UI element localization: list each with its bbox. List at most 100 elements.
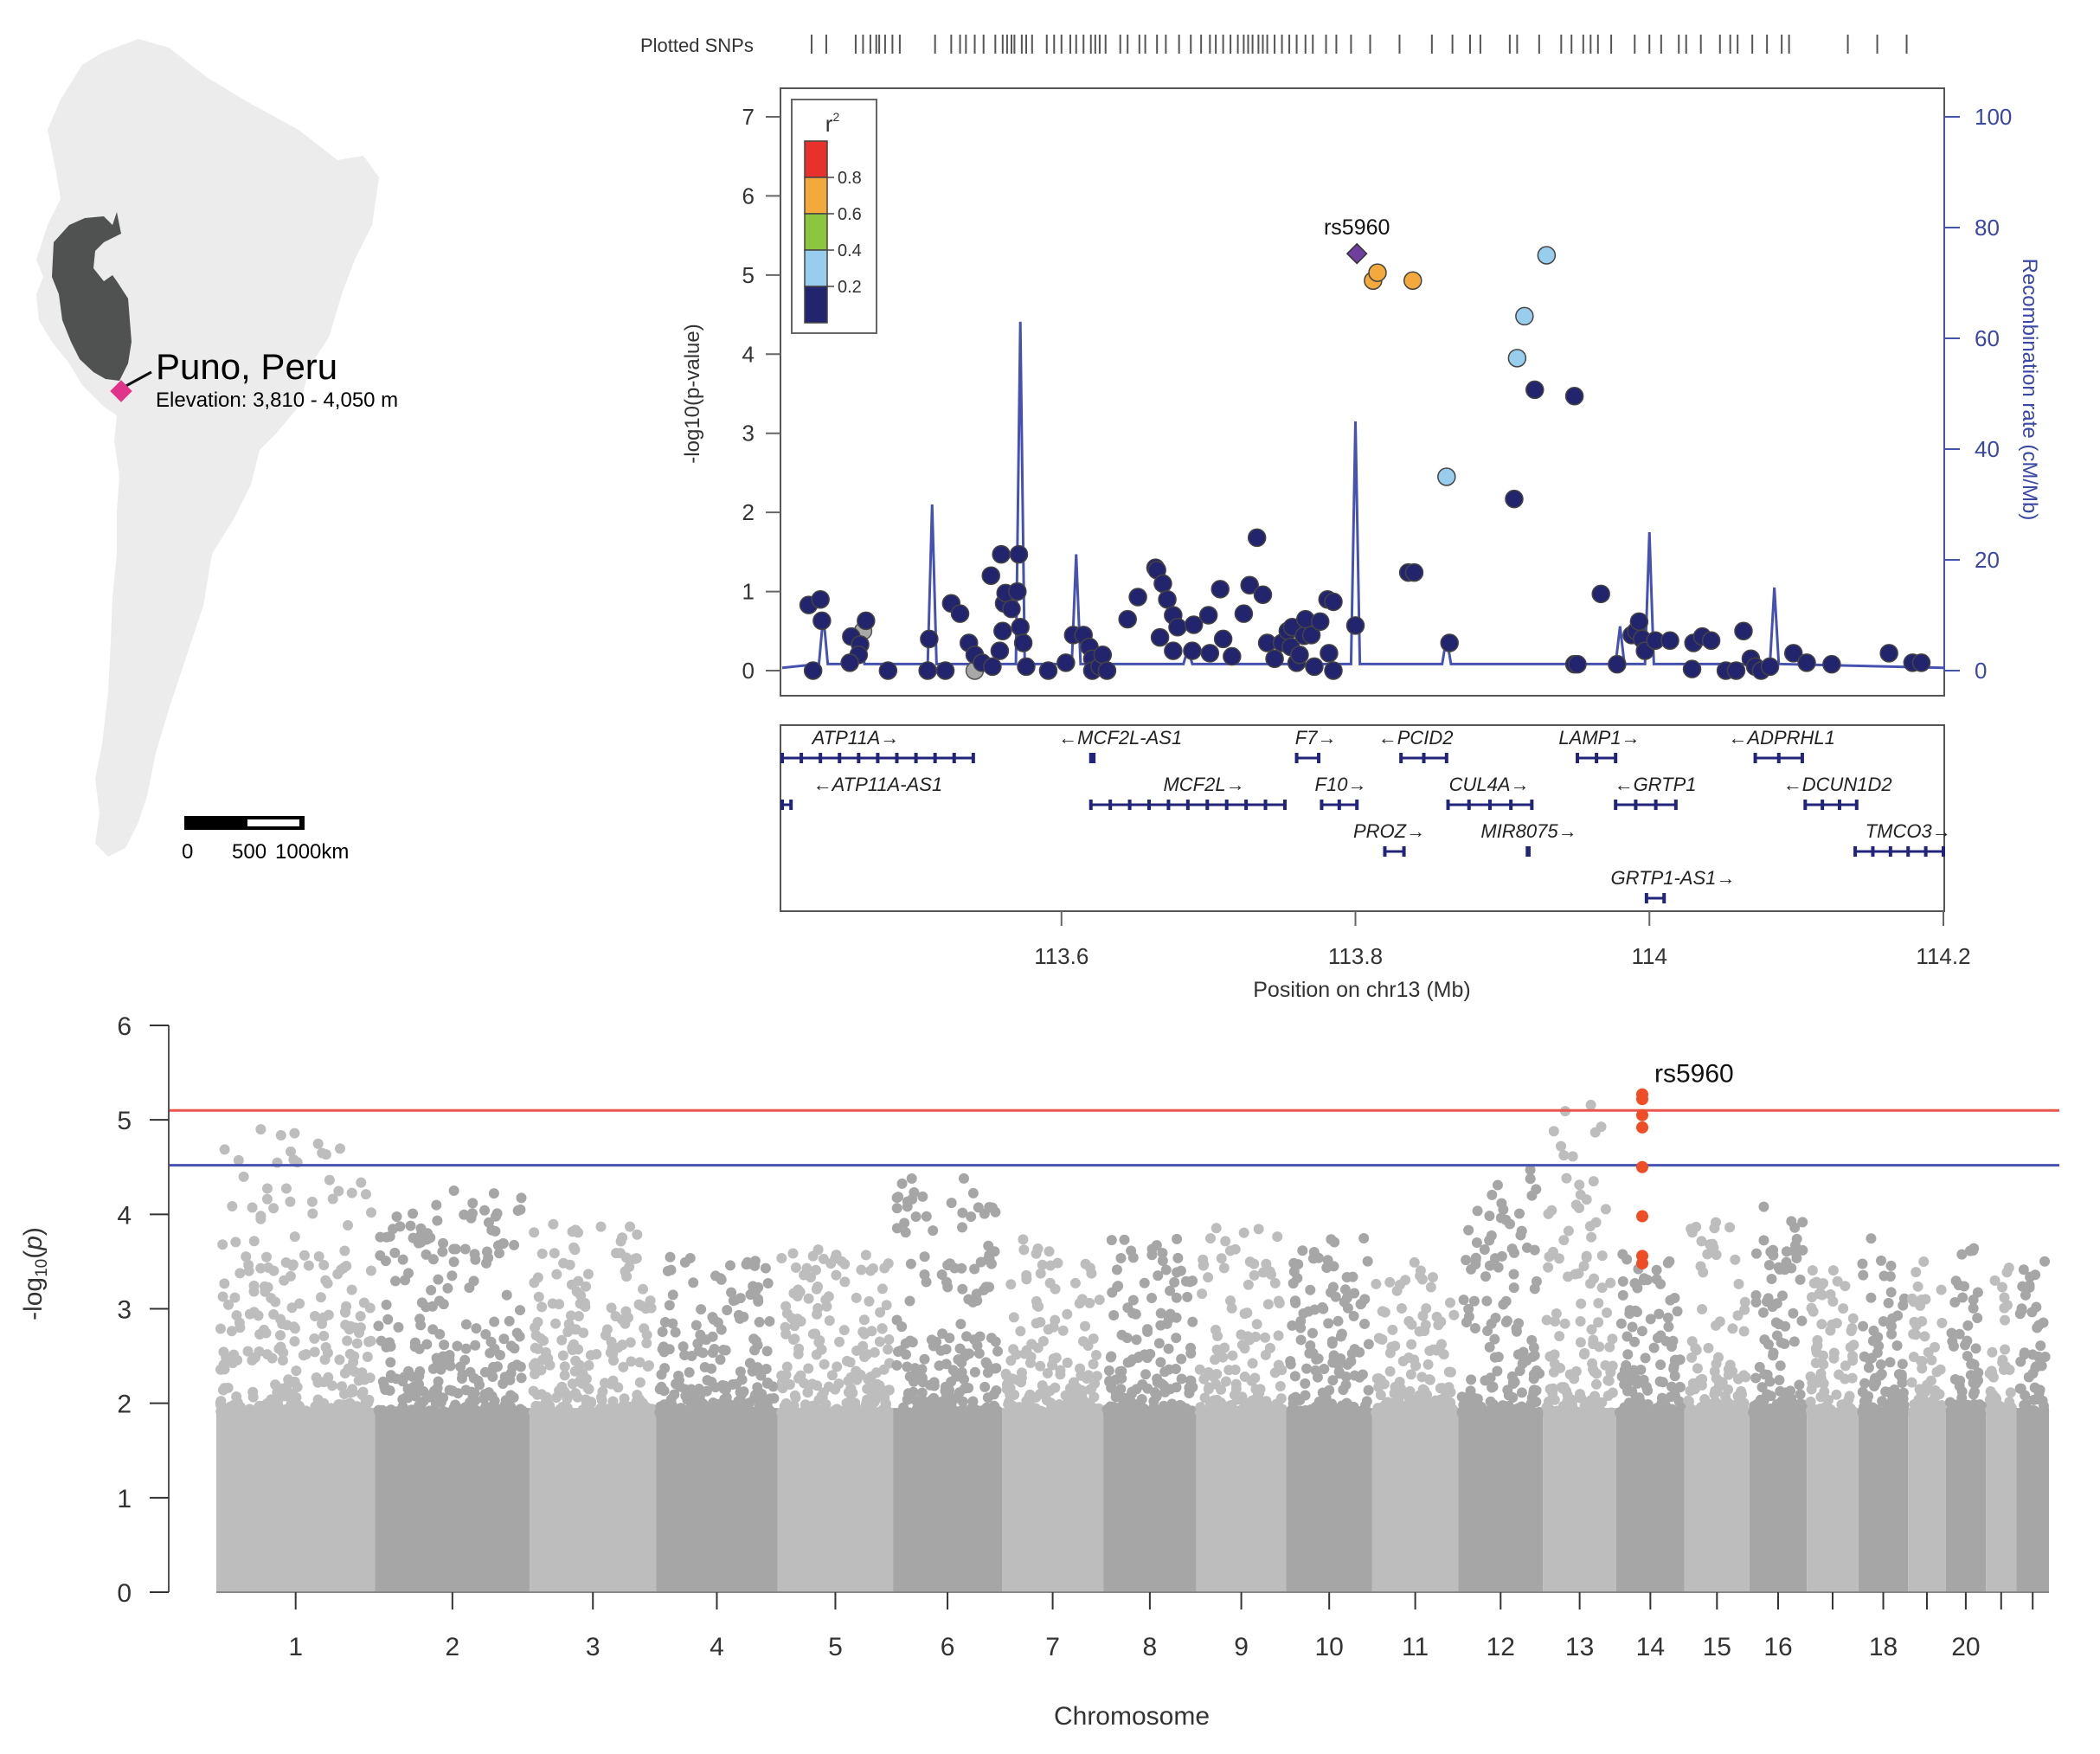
snp-point xyxy=(1435,1405,1447,1417)
snp-point xyxy=(1224,1400,1236,1411)
snp-point xyxy=(1702,1399,1713,1410)
gene-exon xyxy=(1888,846,1892,857)
snp-point xyxy=(557,1350,568,1361)
highlighted-snp-point xyxy=(1636,1121,1648,1134)
snp-point xyxy=(1831,1318,1842,1329)
snp-point xyxy=(385,1370,396,1381)
snp-point xyxy=(2015,1356,2026,1367)
snp-point xyxy=(1460,1396,1471,1407)
snp-point xyxy=(1686,1403,1697,1414)
snp-point xyxy=(1512,1406,1523,1417)
snp-point xyxy=(1414,1326,1425,1337)
snp-point xyxy=(318,1397,330,1409)
snp-point xyxy=(848,1404,859,1415)
snp-point xyxy=(471,1323,482,1334)
snp-point xyxy=(2020,1289,2031,1301)
snp-point xyxy=(450,1399,461,1410)
snp-point xyxy=(1692,1404,1703,1416)
snp-point xyxy=(944,1385,955,1396)
snp-point xyxy=(625,1337,636,1348)
snp-point xyxy=(1797,1244,1808,1256)
snp-point xyxy=(1005,1406,1017,1417)
snp-point xyxy=(1130,1308,1141,1320)
snp-point xyxy=(1465,1385,1476,1397)
gene-exon xyxy=(819,753,823,763)
snp-point xyxy=(944,1407,955,1418)
snp-point xyxy=(824,1315,835,1327)
snp-point xyxy=(1885,1357,1896,1368)
snp-point xyxy=(1226,1399,1237,1410)
snp-point-navy xyxy=(1629,612,1649,632)
snp-point xyxy=(1264,1266,1275,1277)
snp-point xyxy=(1360,1400,1371,1411)
snp-point xyxy=(1254,1387,1265,1398)
snp-point xyxy=(949,1393,960,1404)
snp-point xyxy=(338,1399,350,1410)
snp-point xyxy=(823,1381,834,1392)
snp-point xyxy=(852,1407,864,1418)
snp-point xyxy=(835,1406,846,1417)
x-tick-label-chr4: 4 xyxy=(710,1633,724,1661)
snp-point xyxy=(1768,1244,1779,1256)
snp-point xyxy=(1082,1340,1094,1351)
snp-point xyxy=(1669,1390,1680,1401)
snp-point xyxy=(1924,1397,1936,1408)
snp-point xyxy=(1005,1389,1016,1400)
snp-point xyxy=(1333,1315,1344,1327)
snp-point xyxy=(1168,1406,1179,1417)
snp-point xyxy=(841,1397,852,1409)
snp-point xyxy=(789,1320,800,1332)
snp-point xyxy=(1575,1189,1586,1200)
gene-exon xyxy=(1402,846,1406,857)
snp-point xyxy=(307,1208,318,1219)
snp-point xyxy=(1931,1366,1943,1378)
snp-point xyxy=(1357,1369,1368,1380)
snp-point xyxy=(1658,1406,1669,1417)
snp-point xyxy=(1384,1365,1396,1377)
snp-point xyxy=(1145,1348,1156,1359)
snp-point xyxy=(222,1382,234,1393)
gene-exon xyxy=(800,753,804,763)
snp-point xyxy=(233,1406,244,1417)
snp-point xyxy=(601,1324,613,1335)
gene-label: MIR8075→ xyxy=(1480,820,1577,842)
snp-point xyxy=(1074,1395,1085,1406)
snp-point xyxy=(1761,1296,1772,1307)
snp-point xyxy=(337,1381,348,1392)
snp-point xyxy=(1139,1349,1150,1360)
snp-point xyxy=(880,1397,891,1409)
snp-point xyxy=(935,1345,947,1356)
snp-point xyxy=(1728,1406,1739,1417)
snp-point-navy xyxy=(1128,588,1147,607)
snp-point xyxy=(736,1388,748,1399)
snp-point xyxy=(1137,1406,1148,1417)
snp-point xyxy=(1752,1407,1763,1418)
snp-point xyxy=(684,1404,695,1415)
snp-point xyxy=(1462,1399,1474,1410)
snp-point xyxy=(1529,1407,1540,1418)
snp-point-navy xyxy=(1253,585,1273,604)
snp-point xyxy=(563,1319,575,1330)
chromosome-block-14 xyxy=(1615,1408,1685,1592)
snp-point xyxy=(1304,1347,1315,1359)
snp-point xyxy=(451,1407,462,1418)
y-tick-label: 0 xyxy=(117,1579,132,1608)
snp-point xyxy=(1581,1252,1592,1263)
snp-point xyxy=(1015,1405,1026,1417)
snp-point xyxy=(350,1405,362,1417)
snp-point xyxy=(620,1266,631,1277)
snp-point xyxy=(862,1349,873,1360)
snp-point xyxy=(1379,1399,1390,1410)
snp-point xyxy=(1548,1126,1559,1137)
snp-point xyxy=(1549,1358,1560,1369)
snp-point xyxy=(386,1372,397,1384)
highlighted-snp-point xyxy=(1636,1257,1648,1270)
snp-point xyxy=(1415,1270,1426,1282)
puno-location-marker[interactable] xyxy=(110,380,132,402)
snp-point xyxy=(682,1394,693,1405)
snp-point xyxy=(1894,1405,1905,1417)
snp-point xyxy=(1962,1407,1974,1418)
snp-point xyxy=(800,1407,812,1418)
snp-point xyxy=(1335,1352,1346,1364)
snp-point xyxy=(709,1344,720,1355)
